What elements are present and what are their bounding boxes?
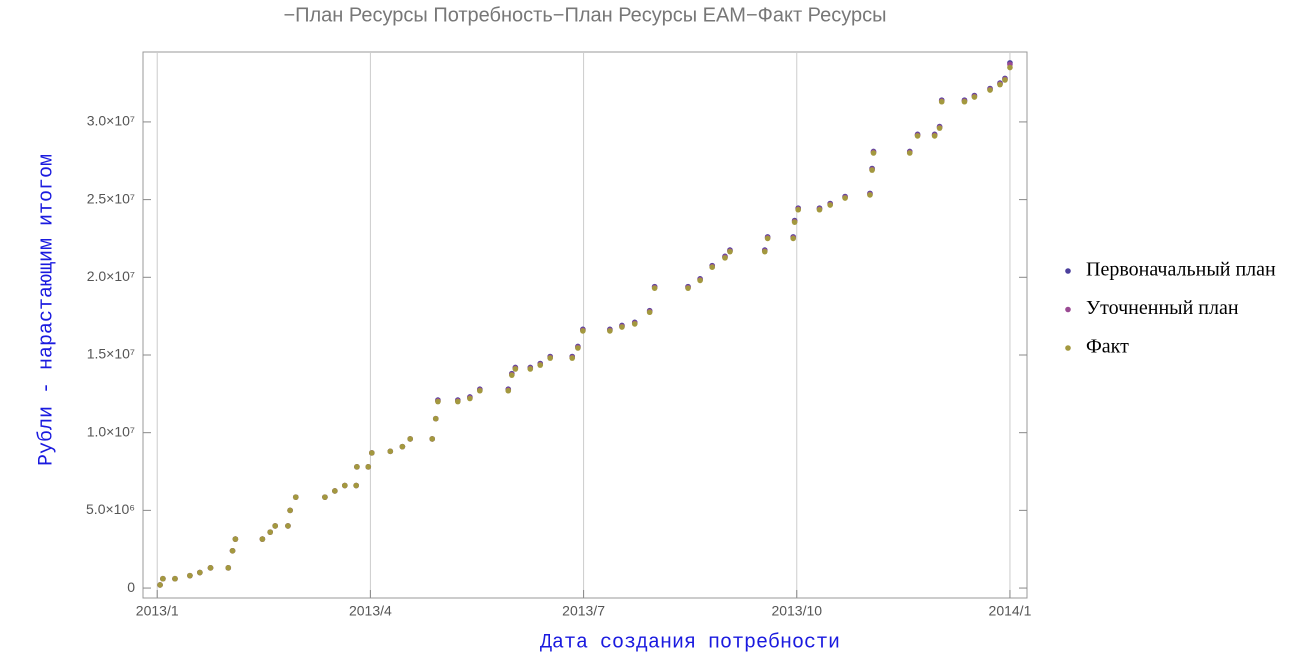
data-point <box>931 133 938 139</box>
data-point <box>722 255 728 261</box>
legend-marker <box>1065 345 1071 351</box>
x-tick-label: 2013/4 <box>349 603 392 619</box>
data-point <box>685 285 691 291</box>
data-point <box>997 81 1003 88</box>
data-point <box>709 264 715 270</box>
data-point <box>619 324 625 330</box>
data-point <box>267 529 273 535</box>
data-point <box>816 206 823 213</box>
data-point <box>727 248 733 255</box>
y-tick-label: 1.0×10⁷ <box>87 423 135 439</box>
x-tick-label: 2013/1 <box>136 603 179 619</box>
data-point <box>509 372 515 378</box>
data-point <box>631 321 638 327</box>
data-point <box>761 248 768 255</box>
data-point <box>795 206 801 213</box>
legend-label: Первоначальный план <box>1086 259 1276 281</box>
data-point <box>697 277 703 284</box>
y-axis-label: Рубли - нарастающим итогом <box>35 154 58 466</box>
data-point <box>936 125 943 131</box>
data-point <box>987 87 993 93</box>
data-point <box>287 507 293 514</box>
data-point <box>353 482 359 489</box>
data-point <box>764 235 771 242</box>
data-point <box>272 523 278 529</box>
data-point <box>1002 77 1008 83</box>
y-tick-label: 3.0×10⁷ <box>87 113 135 129</box>
data-point <box>537 362 544 368</box>
chart-title: −План Ресурсы Потребность−План Ресурсы E… <box>283 4 886 26</box>
legend-label: Факт <box>1086 336 1129 358</box>
data-point <box>914 133 921 139</box>
y-tick-label: 2.5×10⁷ <box>87 190 135 206</box>
data-point <box>407 436 413 442</box>
plot-frame <box>142 51 1028 599</box>
data-point <box>477 387 483 394</box>
data-point <box>229 547 236 554</box>
data-point <box>365 464 372 470</box>
data-point <box>435 398 441 405</box>
x-tick-label: 2014/1 <box>989 603 1032 619</box>
data-point <box>157 582 163 588</box>
data-point <box>285 523 291 529</box>
data-point <box>646 309 653 316</box>
data-point <box>429 436 436 442</box>
data-point <box>232 536 239 542</box>
y-tick-label: 2.0×10⁷ <box>87 268 135 284</box>
data-point <box>512 366 519 372</box>
data-point <box>467 395 473 402</box>
data-point <box>842 195 848 201</box>
x-tick-label: 2013/10 <box>771 603 822 619</box>
data-point <box>342 482 348 489</box>
data-point <box>369 450 375 456</box>
data-point <box>455 398 461 405</box>
legend-marker <box>1065 268 1071 274</box>
data-point <box>332 488 338 494</box>
data-point <box>569 355 576 361</box>
data-point <box>187 572 193 579</box>
data-point <box>867 192 873 198</box>
legend-marker <box>1065 306 1071 313</box>
data-point <box>387 448 394 455</box>
y-tick-label: 0 <box>127 579 135 595</box>
data-point <box>827 202 833 208</box>
data-point <box>225 565 232 571</box>
data-point <box>575 345 581 351</box>
data-point <box>197 569 203 576</box>
data-point <box>527 366 534 372</box>
x-axis-label: Дата создания потребности <box>540 631 840 654</box>
data-point <box>790 235 797 242</box>
data-point <box>961 98 968 105</box>
data-point <box>207 565 214 571</box>
data-point <box>869 167 875 173</box>
y-tick-label: 1.5×10⁷ <box>87 346 135 362</box>
data-point <box>259 536 266 542</box>
data-point <box>505 387 512 394</box>
data-point <box>160 575 166 582</box>
data-point <box>580 328 586 334</box>
data-point <box>651 285 658 291</box>
data-point <box>607 328 613 334</box>
data-point <box>938 98 945 105</box>
y-tick-label: 5.0×10⁶ <box>86 501 135 517</box>
x-tick-label: 2013/7 <box>562 603 605 619</box>
data-point <box>322 494 328 500</box>
data-point <box>870 150 877 156</box>
legend-label: Уточненный план <box>1086 297 1239 319</box>
data-point <box>971 94 978 100</box>
data-point <box>432 415 439 422</box>
data-point <box>292 494 299 500</box>
data-point <box>172 575 178 582</box>
data-point <box>399 443 406 450</box>
data-point <box>547 355 553 361</box>
data-point <box>906 150 913 156</box>
data-point <box>1007 64 1013 71</box>
data-point <box>791 219 798 225</box>
data-point <box>354 464 360 470</box>
